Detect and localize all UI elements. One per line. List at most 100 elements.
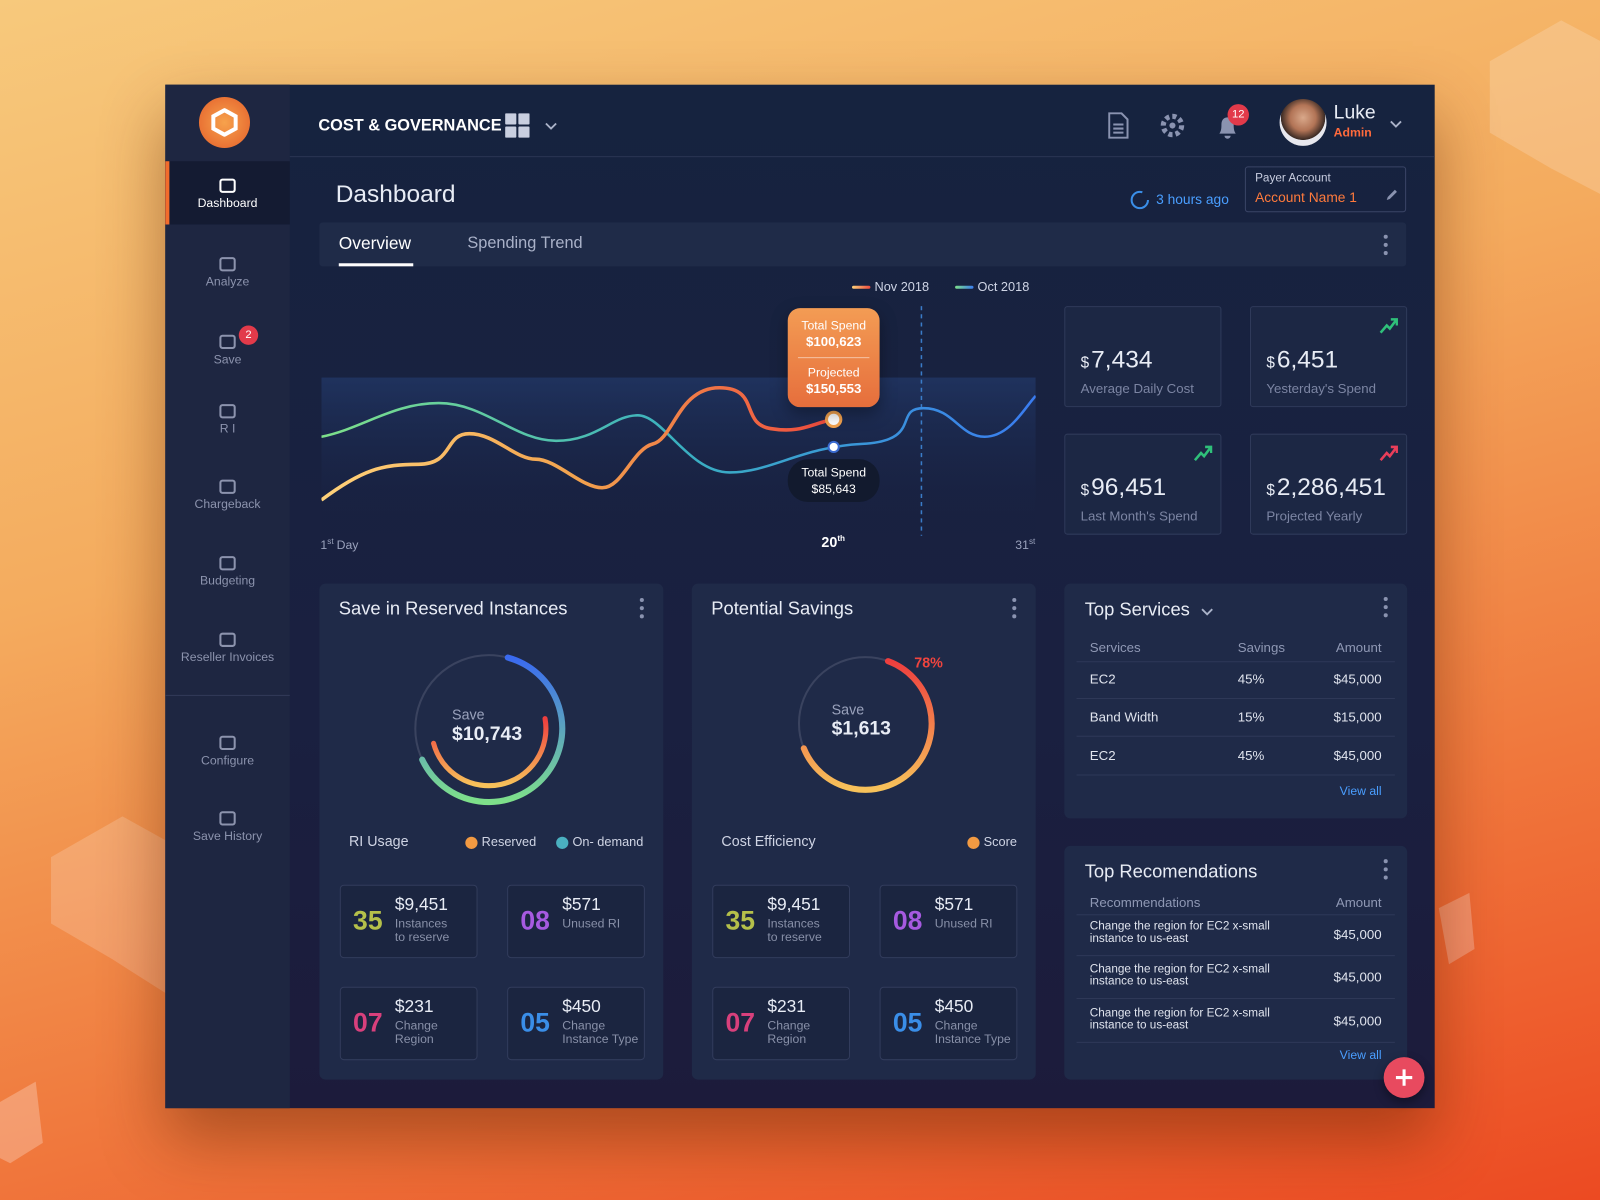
nav-label[interactable]: Analyze: [205, 274, 250, 289]
table-cell: EC2: [1089, 747, 1116, 764]
nav-label[interactable]: Save: [213, 352, 242, 367]
tile-count: 07: [725, 1007, 756, 1038]
savings-gauge: [797, 656, 935, 793]
menu-button[interactable]: [1010, 597, 1018, 619]
tile-label: Change Region: [767, 1018, 811, 1046]
tile-label: Unused RI: [562, 916, 621, 931]
tooltip-label: Total Spend: [801, 465, 867, 480]
nav-label[interactable]: Reseller Invoices: [180, 649, 275, 665]
menu-button[interactable]: [1382, 858, 1390, 880]
add-button[interactable]: [1383, 1057, 1425, 1098]
sidebar: Dashboard Analyze Save 2 R I Chargeback Budget…: [165, 84, 290, 1109]
chevron: [1390, 120, 1402, 128]
x-axis-label: 31st: [1015, 537, 1035, 552]
nov-line: [321, 385, 834, 502]
account-selector[interactable]: Payer Account Account Name 1: [1244, 166, 1407, 213]
tab-active[interactable]: Overview: [338, 233, 412, 254]
trend-arrow: [1379, 445, 1398, 462]
menu-button[interactable]: [638, 597, 646, 619]
menu-dot: [1383, 251, 1388, 256]
user-name[interactable]: Luke: [1333, 102, 1376, 124]
nav-label[interactable]: R I: [219, 421, 236, 436]
legend-dot: [967, 836, 980, 849]
nav-icon: [219, 735, 236, 750]
nav-icon-shape: [219, 178, 236, 193]
nav-label[interactable]: Configure: [201, 753, 255, 768]
nav-label[interactable]: Dashboard: [197, 195, 258, 211]
gauge-percent: 78%: [914, 654, 943, 671]
panel-title: Potential Savings: [711, 597, 854, 619]
nav-icon: [219, 632, 236, 647]
apps-button[interactable]: [505, 113, 530, 138]
metric-tile: 08 $571 Unused RI: [507, 884, 645, 959]
day-word: Day: [336, 537, 359, 553]
stat-value: $2,286,451: [1266, 473, 1386, 502]
panel-title: Top Recomendations: [1084, 861, 1258, 882]
nav-icon-shape: [219, 404, 236, 419]
stat-amount: 2,286,451: [1276, 473, 1386, 502]
logo-mark: [211, 108, 238, 137]
donut-arc-on-demand: [419, 654, 566, 806]
account-name: Account Name 1: [1255, 189, 1357, 206]
table-cell: $45,000: [1333, 671, 1382, 687]
stat-currency: $: [1266, 481, 1275, 499]
menu-dot: [639, 597, 644, 603]
column-header: Services: [1089, 639, 1141, 656]
tile-amount: $9,451: [394, 894, 448, 915]
legend-label: Reserved: [481, 834, 537, 849]
tooltip-value: $150,553: [805, 380, 862, 396]
chevron: [1201, 608, 1213, 616]
tile-count: 35: [353, 905, 383, 936]
stat-value: $6,451: [1266, 346, 1338, 375]
column-header: Amount: [1335, 639, 1382, 656]
nav-label[interactable]: Budgeting: [199, 573, 256, 588]
view-all-link[interactable]: View all: [1339, 1047, 1382, 1063]
center-value: $1,613: [831, 718, 891, 740]
tab[interactable]: Spending Trend: [467, 234, 583, 253]
tooltip-divider: [797, 357, 870, 359]
donut-arc-reserved: [431, 716, 549, 789]
last-updated: 3 hours ago: [1156, 191, 1229, 208]
header-rule: [1076, 914, 1395, 916]
tile-count: 07: [353, 1007, 383, 1038]
user-avatar[interactable]: [1279, 98, 1327, 146]
day-suffix: st: [1028, 536, 1036, 546]
stat-card: $6,451 Yesterday's Spend: [1249, 306, 1408, 408]
nav-icon: [219, 556, 236, 571]
plus-icon: [1395, 1069, 1413, 1086]
tile-label: Change Instance Type: [934, 1018, 1011, 1046]
dropdown-arrow: [1390, 120, 1402, 128]
menu-dot: [1383, 234, 1388, 239]
tile-count: 08: [520, 905, 550, 936]
menu-dot: [1383, 596, 1388, 602]
dropdown-arrow: [545, 122, 557, 130]
table-cell: $45,000: [1333, 926, 1382, 942]
menu-button[interactable]: [1382, 234, 1390, 256]
stat-label: Average Daily Cost: [1080, 380, 1194, 396]
metric-tile: 07 $231 Change Region: [339, 986, 478, 1061]
menu-dot: [1012, 597, 1017, 603]
view-all-link[interactable]: View all: [1339, 783, 1382, 798]
nov-point: [824, 410, 843, 429]
table-panel: Top Recomendations Recommendations Amount C…: [1064, 845, 1408, 1080]
tile-amount: $450: [934, 996, 974, 1017]
tile-label: Change Instance Type: [562, 1018, 639, 1046]
menu-button[interactable]: [1382, 596, 1390, 618]
metric-tile: 08 $571 Unused RI: [879, 884, 1018, 959]
notification-badge: 12: [1227, 104, 1249, 126]
menu-dot: [1383, 242, 1388, 247]
nav-label[interactable]: Save History: [192, 828, 263, 843]
refresh-icon: [1130, 190, 1149, 210]
nav-label[interactable]: Chargeback: [194, 496, 261, 512]
day-suffix: st: [327, 536, 334, 546]
center-value: $10,743: [452, 723, 523, 745]
chevron: [545, 122, 557, 130]
doc-icon: [1108, 112, 1129, 139]
legend-label: Nov 2018: [874, 279, 930, 294]
nav-icon: [219, 811, 236, 826]
trend-arrow: [1193, 445, 1213, 462]
trend-icon: [1379, 445, 1398, 462]
